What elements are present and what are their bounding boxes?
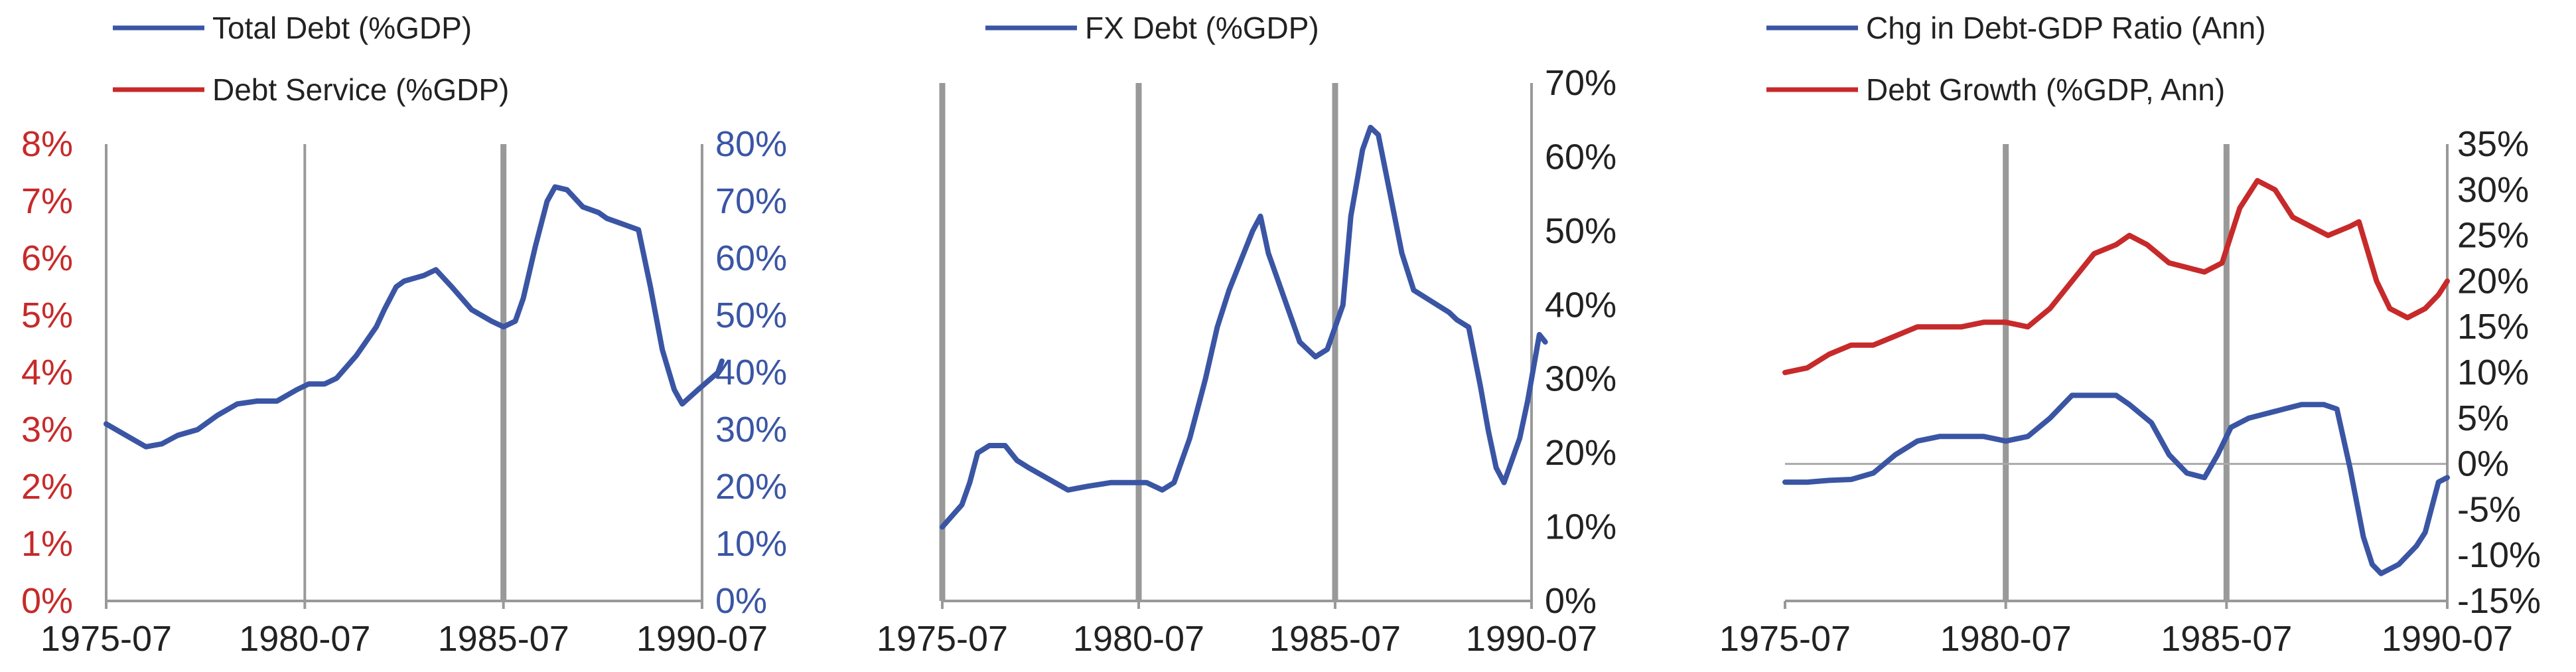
x-tick-label: 1975-07 <box>1719 619 1851 659</box>
x-tick-label: 1985-07 <box>438 619 569 659</box>
right-tick-label: 60% <box>715 238 787 278</box>
series-line-total-debt-gdp <box>104 184 725 450</box>
chart-panel-debt-growth: 1975-07 1980-07 1985-07 1990-07 35% 30% 25% 20%… <box>1719 11 2541 659</box>
left-tick-label: 0% <box>21 581 73 621</box>
right-tick-label: -10% <box>2457 535 2541 575</box>
right-tick-label: 10% <box>2457 353 2529 392</box>
left-tick-label: 2% <box>21 467 73 507</box>
x-tick-label: 1980-07 <box>1073 619 1204 659</box>
right-tick-label: 40% <box>1545 285 1616 325</box>
x-tick-label: 1990-07 <box>636 619 768 659</box>
right-tick-label: 30% <box>1545 359 1616 399</box>
right-tick-label: 20% <box>2457 261 2529 301</box>
chart-panel-fx-debt: 1975-07 1980-07 1985-07 1990-070% 10% 20% 30% 4… <box>877 11 1616 659</box>
right-tick-label: 50% <box>1545 211 1616 251</box>
legend-label: Chg in Debt-GDP Ratio (Ann) <box>1866 11 2266 45</box>
right-tick-label: 70% <box>1545 63 1616 103</box>
right-tick-label: 30% <box>715 410 787 450</box>
x-tick-label: 1985-07 <box>1269 619 1401 659</box>
left-tick-label: 1% <box>21 524 73 564</box>
right-tick-label: 10% <box>1545 507 1616 547</box>
right-tick-label: 30% <box>2457 170 2529 210</box>
right-tick-label: 20% <box>715 467 787 507</box>
right-tick-label: 0% <box>1545 581 1597 621</box>
x-tick-label: 1975-07 <box>40 619 172 659</box>
right-tick-label: 50% <box>715 295 787 335</box>
x-tick-label: 1980-07 <box>239 619 370 659</box>
right-tick-label: 5% <box>2457 398 2509 438</box>
right-tick-label: 15% <box>2457 307 2529 347</box>
right-tick-label: 40% <box>715 353 787 392</box>
right-tick-label: -5% <box>2457 489 2521 529</box>
right-tick-label: 80% <box>715 124 787 164</box>
right-tick-label: 20% <box>1545 433 1616 473</box>
left-tick-label: 6% <box>21 238 73 278</box>
x-tick-label: 1980-07 <box>1940 619 2072 659</box>
right-tick-label: 0% <box>2457 444 2509 484</box>
legend-label: FX Debt (%GDP) <box>1085 11 1319 45</box>
x-tick-label: 1990-07 <box>1466 619 1597 659</box>
legend-label: Total Debt (%GDP) <box>212 11 472 45</box>
left-tick-label: 7% <box>21 181 73 221</box>
left-tick-label: 8% <box>21 124 73 164</box>
x-tick-label: 1975-07 <box>877 619 1008 659</box>
right-tick-label: 25% <box>2457 216 2529 256</box>
left-tick-label: 3% <box>21 410 73 450</box>
right-tick-label: -15% <box>2457 581 2541 621</box>
chart-panel-total-debt: 1975-07 1980-07 1985-07 1990-070%10%20%30%4… <box>21 11 787 659</box>
legend-label: Debt Growth (%GDP, Ann) <box>1866 72 2225 107</box>
right-tick-label: 10% <box>715 524 787 564</box>
left-tick-label: 4% <box>21 353 73 392</box>
series-line-fx-debt-gdp <box>940 124 1548 530</box>
legend-label: Debt Service (%GDP) <box>212 72 509 107</box>
right-tick-label: 35% <box>2457 124 2529 164</box>
right-tick-label: 70% <box>715 181 787 221</box>
right-tick-label: 0% <box>715 581 767 621</box>
series-line-chg-in-debt-gdp-ratio-ann <box>1782 392 2450 576</box>
right-tick-label: 60% <box>1545 137 1616 177</box>
series-line-debt-growth-gdp-ann <box>1782 178 2450 375</box>
x-tick-label: 1985-07 <box>2161 619 2292 659</box>
left-tick-label: 5% <box>21 295 73 335</box>
x-tick-label: 1990-07 <box>2382 619 2513 659</box>
